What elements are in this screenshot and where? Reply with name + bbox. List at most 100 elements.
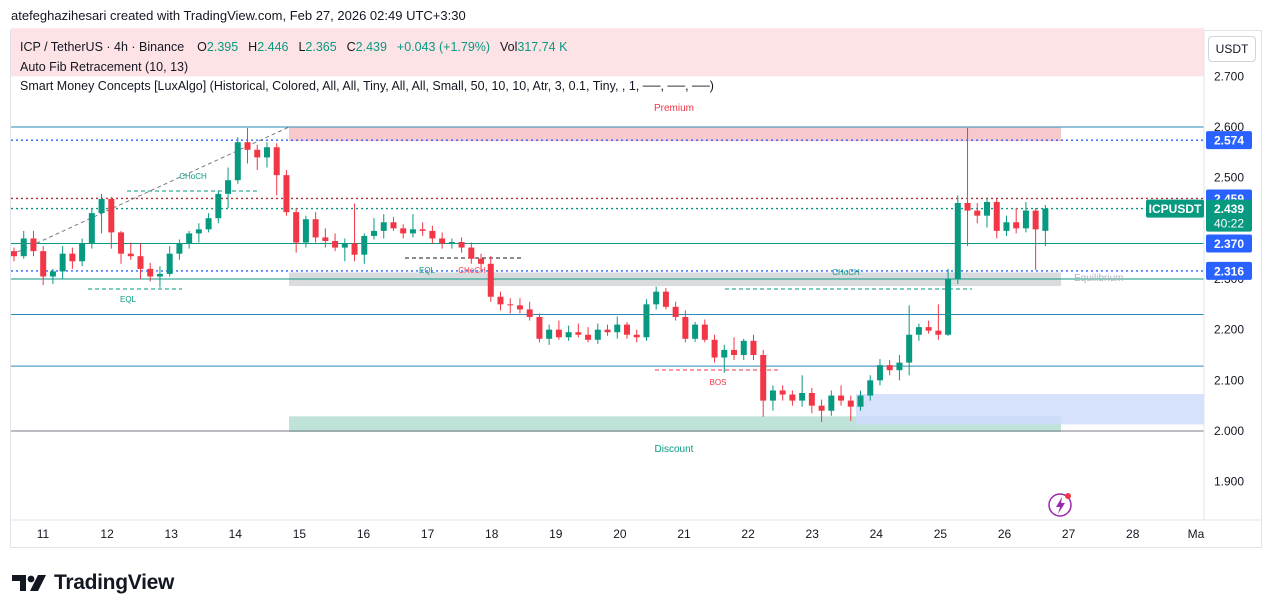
candle-body[interactable] — [536, 316, 543, 339]
candle-body[interactable] — [1032, 210, 1039, 230]
candle-body[interactable] — [497, 296, 504, 305]
candle-body[interactable] — [662, 291, 669, 307]
candle-body[interactable] — [614, 324, 621, 333]
candle-body[interactable] — [273, 147, 280, 176]
candle-body[interactable] — [419, 229, 426, 231]
candle-body[interactable] — [147, 268, 154, 277]
candle-body[interactable] — [653, 291, 660, 305]
candle-body[interactable] — [594, 329, 601, 340]
candle-body[interactable] — [468, 247, 475, 259]
candle-body[interactable] — [156, 273, 163, 277]
candle-body[interactable] — [760, 354, 767, 401]
candle-body[interactable] — [740, 340, 747, 355]
candle-body[interactable] — [526, 309, 533, 317]
candle-body[interactable] — [400, 228, 407, 234]
candle-body[interactable] — [332, 240, 339, 248]
candle-body[interactable] — [935, 330, 942, 335]
candle-body[interactable] — [808, 392, 815, 406]
candle-body[interactable] — [49, 271, 56, 277]
candle-body[interactable] — [186, 233, 193, 244]
candle-body[interactable] — [984, 201, 990, 216]
candle-body[interactable] — [516, 305, 523, 310]
tradingview-logo[interactable]: TradingView — [12, 570, 174, 596]
candle-body[interactable] — [448, 242, 455, 244]
candle-body[interactable] — [692, 324, 699, 339]
candle-body[interactable] — [1003, 222, 1010, 231]
candle-body[interactable] — [30, 238, 37, 252]
candle-body[interactable] — [79, 243, 86, 262]
candle-body[interactable] — [974, 210, 981, 216]
candle-body[interactable] — [127, 253, 134, 257]
candle-body[interactable] — [672, 306, 679, 317]
candle-body[interactable] — [458, 242, 465, 248]
candle-body[interactable] — [487, 263, 494, 297]
candle-body[interactable] — [633, 334, 640, 338]
candle-body[interactable] — [964, 202, 971, 211]
candle-body[interactable] — [867, 380, 874, 396]
candle-body[interactable] — [565, 332, 572, 338]
candle-body[interactable] — [390, 222, 397, 229]
candle-body[interactable] — [409, 229, 416, 234]
currency-button[interactable]: USDT — [1208, 36, 1256, 62]
candle-body[interactable] — [711, 339, 718, 358]
candle-body[interactable] — [838, 395, 845, 401]
candle-body[interactable] — [361, 235, 368, 255]
candle-body[interactable] — [886, 365, 893, 371]
indicator-smc[interactable]: Smart Money Concepts [LuxAlgo] (Historic… — [20, 79, 714, 93]
candle-body[interactable] — [896, 362, 903, 371]
candle-body[interactable] — [244, 142, 251, 150]
candle-body[interactable] — [40, 251, 47, 277]
candle-body[interactable] — [283, 175, 290, 213]
candle-body[interactable] — [137, 256, 144, 269]
candle-body[interactable] — [20, 238, 27, 257]
candle-body[interactable] — [546, 329, 553, 339]
candle-body[interactable] — [925, 327, 932, 331]
candle-body[interactable] — [799, 392, 806, 401]
candle-body[interactable] — [954, 202, 961, 279]
symbol-tag[interactable] — [1146, 199, 1204, 218]
candle-body[interactable] — [993, 201, 1000, 231]
candle-body[interactable] — [380, 222, 387, 231]
candle-body[interactable] — [429, 230, 436, 239]
candle-body[interactable] — [225, 180, 232, 194]
symbol-label[interactable]: ICP / TetherUS · 4h · Binance — [20, 40, 185, 54]
candle-body[interactable] — [857, 395, 864, 407]
candle-body[interactable] — [371, 230, 378, 236]
indicator-fib[interactable]: Auto Fib Retracement (10, 13) — [20, 59, 189, 74]
candle-body[interactable] — [478, 258, 485, 264]
candle-body[interactable] — [234, 142, 241, 181]
candle-body[interactable] — [682, 316, 689, 339]
candle-body[interactable] — [88, 213, 95, 244]
candle-body[interactable] — [507, 304, 514, 306]
candle-body[interactable] — [945, 278, 952, 335]
candle-body[interactable] — [604, 329, 611, 333]
candle-body[interactable] — [302, 219, 309, 243]
candle-body[interactable] — [575, 332, 582, 335]
candle-body[interactable] — [195, 229, 202, 234]
candle-body[interactable] — [789, 394, 796, 401]
candle-body[interactable] — [876, 365, 883, 381]
candle-body[interactable] — [341, 243, 348, 248]
candle-body[interactable] — [322, 237, 329, 241]
candle-body[interactable] — [351, 243, 358, 255]
candle-body[interactable] — [847, 400, 854, 407]
candle-body[interactable] — [293, 212, 300, 243]
candle-body[interactable] — [828, 395, 835, 411]
candle-body[interactable] — [779, 390, 786, 395]
candle-body[interactable] — [1022, 210, 1029, 229]
candle-body[interactable] — [254, 149, 261, 158]
candle-body[interactable] — [98, 198, 105, 214]
candle-body[interactable] — [439, 238, 446, 244]
candle-body[interactable] — [915, 327, 922, 335]
candle-body[interactable] — [585, 334, 592, 340]
candle-body[interactable] — [108, 198, 115, 233]
candle-body[interactable] — [118, 232, 125, 254]
candle-body[interactable] — [11, 251, 17, 257]
candle-body[interactable] — [750, 340, 757, 355]
candle-body[interactable] — [818, 405, 825, 411]
candle-body[interactable] — [1042, 208, 1049, 231]
candle-body[interactable] — [176, 243, 183, 254]
candle-body[interactable] — [312, 219, 319, 238]
candle-body[interactable] — [205, 218, 212, 230]
